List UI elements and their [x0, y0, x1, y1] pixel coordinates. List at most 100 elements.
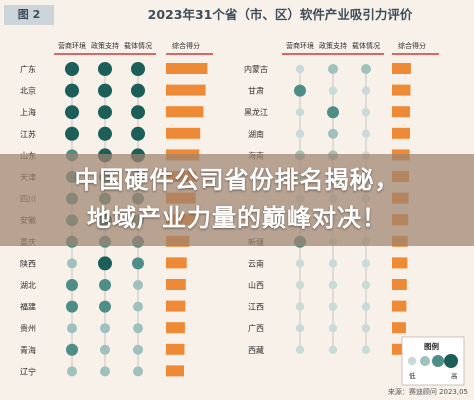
legend-dot: [407, 356, 417, 366]
level-dot: [295, 324, 305, 333]
level-dot: [295, 345, 305, 354]
score-bar: [166, 365, 184, 377]
level-dot: [66, 300, 78, 313]
score-bar: [392, 343, 406, 355]
level-dot: [294, 84, 306, 97]
level-dot: [133, 366, 143, 377]
level-dot: [131, 62, 145, 76]
region-label: 内蒙古: [244, 64, 268, 74]
region-label: 陕西: [20, 258, 36, 268]
column-header: 营商环境: [286, 41, 314, 50]
score-bar: [392, 106, 410, 118]
region-label: 江西: [248, 303, 264, 312]
level-dot: [133, 344, 143, 355]
level-dot: [67, 366, 77, 377]
level-dot: [295, 108, 305, 117]
column-header: 载体情况: [352, 41, 380, 50]
region-label: 云南: [248, 258, 264, 268]
figure-label: 图 2: [4, 5, 54, 25]
column-header: 载体情况: [124, 41, 152, 50]
level-dot: [100, 344, 110, 355]
level-dot: [295, 129, 305, 138]
level-dot: [131, 126, 145, 141]
region-label: 江苏: [20, 129, 36, 139]
level-dot: [328, 64, 338, 74]
legend-high-label: 高: [451, 371, 458, 380]
column-header: 营商环境: [58, 41, 86, 50]
level-dot: [66, 343, 78, 356]
headline-band: [0, 154, 474, 246]
legend-dot: [444, 354, 458, 368]
level-dot: [328, 128, 338, 139]
level-dot: [361, 302, 371, 311]
level-dot: [328, 324, 338, 333]
score-bar: [166, 84, 206, 96]
region-label: 广西: [248, 323, 264, 333]
score-bar: [166, 257, 187, 269]
level-dot: [65, 126, 79, 141]
column-header: 政策支持: [319, 41, 347, 50]
level-dot: [67, 258, 77, 269]
score-bar: [392, 257, 408, 269]
level-dot: [327, 106, 339, 119]
level-dot: [361, 108, 371, 117]
region-label: 湖北: [20, 281, 36, 290]
region-label: 山西: [248, 280, 264, 290]
level-dot: [98, 126, 112, 141]
level-dot: [295, 302, 305, 311]
score-bar: [166, 127, 201, 139]
level-dot: [100, 323, 110, 334]
level-dot: [65, 83, 79, 98]
score-bar: [166, 63, 208, 74]
region-label: 黑龙江: [244, 107, 268, 117]
level-dot: [98, 83, 112, 98]
level-dot: [133, 280, 143, 290]
level-dot: [132, 257, 144, 270]
legend-title: 图例: [424, 341, 439, 351]
region-label: 辽宁: [20, 366, 36, 376]
region-label: 青海: [20, 345, 36, 355]
score-bar: [392, 300, 407, 312]
legend-low-label: 低: [409, 371, 416, 380]
score-bar: [392, 84, 411, 96]
level-dot: [361, 259, 371, 268]
headline-line-2: 地域产业力量的巅峰对决！: [87, 204, 387, 232]
score-bar: [166, 322, 185, 334]
level-dot: [66, 279, 78, 291]
level-dot: [131, 83, 145, 98]
level-dot: [133, 301, 143, 312]
level-dot: [100, 366, 110, 377]
region-label: 贵州: [20, 323, 36, 333]
score-bar: [166, 300, 186, 312]
legend-dot: [432, 355, 444, 367]
level-dot: [361, 86, 371, 95]
chart-title: 2023年31个省（市、区）软件产业吸引力评价: [147, 7, 413, 22]
level-dot: [328, 259, 338, 268]
headline-line-1: 中国硬件公司省份排名揭秘，: [74, 166, 400, 194]
region-label: 福建: [20, 302, 36, 312]
level-dot: [361, 324, 371, 333]
level-dot: [295, 64, 305, 74]
region-label: 甘肃: [248, 86, 264, 96]
level-dot: [361, 345, 371, 354]
level-dot: [295, 280, 305, 290]
level-dot: [328, 280, 338, 290]
region-label: 湖南: [248, 129, 264, 139]
level-dot: [328, 302, 338, 311]
score-bar: [166, 279, 186, 290]
column-header: 政策支持: [91, 41, 119, 50]
level-dot: [328, 86, 338, 95]
region-label: 上海: [20, 107, 36, 117]
score-bar: [392, 279, 407, 290]
level-dot: [328, 345, 338, 354]
legend-dot: [420, 356, 430, 366]
level-dot: [65, 62, 79, 76]
score-bar: [392, 127, 410, 139]
score-bar: [166, 106, 204, 118]
level-dot: [99, 279, 111, 291]
column-header: 综合得分: [398, 41, 426, 50]
level-dot: [361, 64, 371, 74]
level-dot: [65, 105, 79, 120]
level-dot: [98, 256, 112, 271]
